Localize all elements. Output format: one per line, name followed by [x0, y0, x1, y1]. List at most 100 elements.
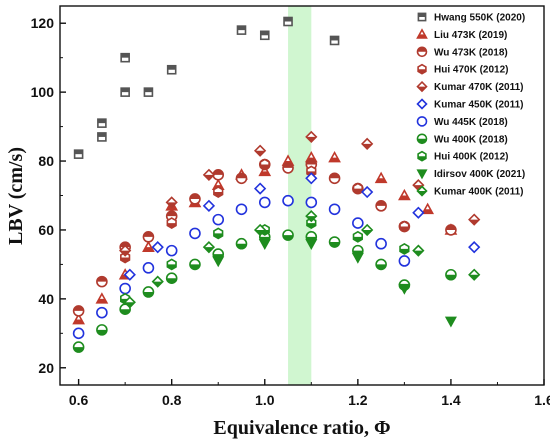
data-point-s9-0: [212, 256, 225, 268]
data-point-s9-4: [398, 283, 411, 295]
data-point-s7-5-fill: [189, 264, 200, 270]
series-0: [73, 16, 340, 159]
data-point-s4-4-fill: [306, 136, 317, 142]
highlight-band: [288, 6, 312, 385]
data-point-s0-3-fill: [121, 88, 130, 93]
data-point-s9-3: [351, 252, 364, 264]
axes-layer: 0.6 0.8 1.0 1.2 1.4 1.6 20 40 60 80 100 120: [31, 15, 550, 408]
data-point-s7-2-fill: [120, 309, 131, 315]
data-point-s7-13-fill: [376, 264, 387, 270]
data-point-s6-14: [398, 255, 411, 267]
legend-label-0: Hwang 550K (2020): [434, 13, 525, 24]
data-point-s2-11-fill: [329, 173, 340, 179]
y-tick-label-4: 100: [31, 84, 55, 100]
data-point-s2-15-fill: [445, 224, 456, 230]
data-point-s0-5-fill: [144, 88, 153, 93]
data-point-s5-1: [151, 241, 164, 254]
legend-marker-1-fill: [417, 34, 427, 38]
legend-marker-3-fill: [418, 69, 426, 74]
data-point-s5-5: [361, 185, 374, 199]
series-9: [212, 239, 457, 328]
highlight-band-layer: [288, 6, 312, 385]
data-point-s0-4-fill: [121, 53, 130, 58]
data-point-s6-3: [142, 262, 155, 274]
data-point-s6-4: [165, 244, 178, 257]
data-point-s1-1-fill: [96, 298, 107, 303]
data-point-s2-4-fill: [166, 211, 177, 217]
data-point-s5-0: [123, 268, 136, 281]
data-point-s6-1: [96, 306, 108, 319]
x-tick-label-0: 0.6: [69, 392, 89, 408]
data-point-s1-0-fill: [73, 319, 84, 324]
x-tick-label-2: 1.0: [255, 392, 275, 408]
data-point-s8-6-fill: [400, 248, 409, 254]
data-point-s0-6-fill: [167, 65, 176, 70]
data-point-s5-4: [305, 172, 318, 185]
data-point-s6-8: [258, 196, 271, 209]
legend-marker-6: [416, 116, 428, 127]
data-point-s7-4-fill: [166, 278, 177, 284]
legend-entry-2: Wu 473K (2018): [416, 46, 508, 58]
data-point-s2-10-fill: [306, 159, 317, 165]
y-tick-label-5: 120: [31, 15, 55, 31]
legend-label-4: Kumar 470K (2011): [434, 82, 524, 93]
legend-label-5: Kumar 450K (2011): [434, 100, 524, 111]
data-point-s1-8-fill: [259, 171, 270, 176]
y-tick-label-3: 80: [38, 153, 54, 169]
data-point-s7-15-fill: [445, 274, 456, 280]
legend-label-7: Wu 400K (2018): [434, 134, 508, 145]
data-point-s10-6-fill: [413, 250, 424, 256]
data-point-s0-1-fill: [97, 132, 106, 137]
data-point-s4-0-fill: [120, 250, 131, 256]
data-point-s4-2-fill: [203, 174, 214, 180]
legend-label-8: Hui 400K (2012): [434, 152, 508, 163]
data-point-s6-6: [212, 213, 225, 226]
data-point-s10-1-fill: [152, 281, 163, 287]
legend-entry-7: Wu 400K (2018): [416, 133, 508, 145]
data-point-s9-1: [258, 239, 271, 250]
data-point-s8-4-fill: [306, 223, 316, 229]
data-point-s3-2-fill: [213, 192, 223, 198]
data-point-s4-1-fill: [166, 202, 177, 208]
data-point-s5-3: [253, 182, 267, 195]
data-point-s3-1-fill: [167, 223, 177, 229]
data-point-s2-1-fill: [96, 276, 107, 282]
data-point-s2-6-fill: [213, 169, 224, 175]
y-tick-label-2: 60: [38, 222, 54, 238]
legend-label-2: Wu 473K (2018): [434, 47, 508, 58]
data-point-s0-8-fill: [260, 31, 269, 36]
legend-marker-8-fill: [418, 156, 426, 161]
legend-marker-2-fill: [417, 47, 427, 52]
data-point-s6-12: [352, 217, 364, 229]
legend-marker-10-fill: [417, 191, 427, 196]
data-point-s6-7: [235, 203, 248, 216]
data-point-s6-5: [189, 227, 201, 240]
legend-entry-3: Hui 470K (2012): [417, 63, 508, 76]
data-point-s9-2: [305, 239, 318, 250]
data-point-s10-7-fill: [469, 274, 480, 280]
data-point-s1-12-fill: [376, 178, 387, 183]
data-point-s6-13: [375, 237, 387, 250]
legend-entry-10: Kumar 400K (2011): [416, 185, 524, 198]
data-point-s10-2-fill: [203, 247, 214, 253]
data-point-s0-9-fill: [284, 17, 293, 22]
data-point-s1-14-fill: [422, 209, 433, 214]
data-point-s4-5-fill: [362, 143, 373, 149]
data-point-s1-3-fill: [143, 247, 154, 252]
x-tick-label-3: 1.2: [348, 392, 368, 408]
data-point-s8-1-fill: [167, 264, 177, 270]
data-point-s2-7-fill: [236, 173, 247, 179]
legend-entry-8: Hui 400K (2012): [417, 150, 508, 163]
legend-marker-0-fill: [418, 13, 426, 17]
data-point-s10-3-fill: [255, 229, 266, 235]
legend-marker-7-fill: [417, 138, 427, 144]
legend-entry-9: Idirsov 400K (2021): [416, 169, 525, 180]
data-point-s9-5: [444, 316, 457, 328]
data-point-s0-0-fill: [74, 150, 83, 155]
y-axis-title: LBV (cm/s): [5, 147, 27, 245]
data-point-s8-2-fill: [213, 233, 223, 239]
y-tick-label-0: 20: [38, 360, 54, 376]
legend-entry-6: Wu 445K (2018): [416, 116, 508, 128]
